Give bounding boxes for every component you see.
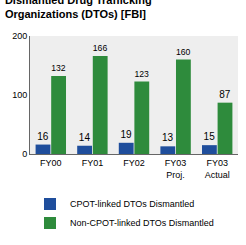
svg-text:16: 16 xyxy=(37,131,49,142)
svg-text:123: 123 xyxy=(134,69,149,79)
svg-text:200: 200 xyxy=(12,31,27,41)
svg-text:166: 166 xyxy=(93,43,108,53)
svg-text:100: 100 xyxy=(12,90,27,100)
svg-text:160: 160 xyxy=(176,47,191,57)
svg-text:FY02: FY02 xyxy=(123,158,145,168)
svg-text:FY03Proj.: FY03Proj. xyxy=(165,158,187,180)
svg-text:FY01: FY01 xyxy=(82,158,104,168)
svg-text:FY00: FY00 xyxy=(40,158,62,168)
svg-text:FY03Actual: FY03Actual xyxy=(205,158,230,180)
svg-text:13: 13 xyxy=(162,132,174,143)
svg-text:CPOT-linked DTOs Dismantled: CPOT-linked DTOs Dismantled xyxy=(70,199,194,209)
svg-text:14: 14 xyxy=(79,132,91,143)
svg-text:15: 15 xyxy=(204,131,216,142)
svg-text:87: 87 xyxy=(219,89,231,100)
svg-text:0: 0 xyxy=(22,149,27,159)
svg-text:132: 132 xyxy=(51,63,66,73)
svg-text:Non-CPOT-linked DTOs Dismantle: Non-CPOT-linked DTOs Dismantled xyxy=(70,218,214,228)
svg-text:Dismantled Drug TraffickingOrg: Dismantled Drug TraffickingOrganizations… xyxy=(5,0,152,20)
svg-text:19: 19 xyxy=(120,129,132,140)
